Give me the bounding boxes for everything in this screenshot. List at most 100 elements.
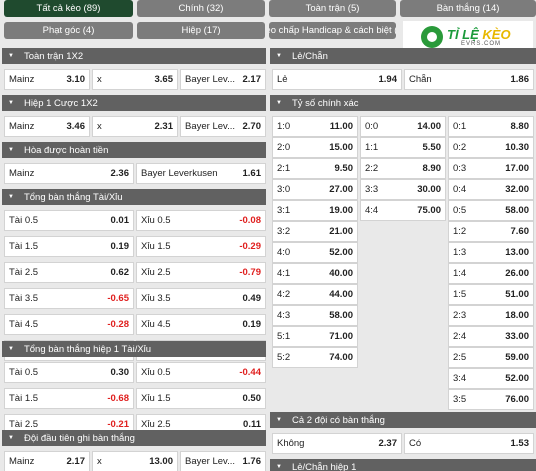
section-header[interactable]: ▼ Hiệp 1 Cược 1X2 (2, 95, 266, 111)
correct-score-cell[interactable]: 0:1 8.80 (448, 116, 534, 137)
odds-value: 0.19 (242, 319, 262, 330)
correct-score-cell[interactable]: 3:0 27.00 (272, 179, 358, 200)
section-header[interactable]: ▼ Tổng bàn thắng hiệp 1 Tài/Xỉu (2, 341, 266, 357)
correct-score-cell[interactable]: 1:4 26.00 (448, 263, 534, 284)
odds-odd[interactable]: Lẻ 1.94 (272, 69, 402, 90)
odds-cell[interactable]: Tài 2.5 0.62 (4, 262, 134, 283)
correct-score-cell[interactable]: 2:3 18.00 (448, 305, 534, 326)
correct-score-cell[interactable]: 3:1 19.00 (272, 200, 358, 221)
section-header[interactable]: ▼ Toàn trận 1X2 (2, 48, 266, 64)
correct-score-cell[interactable]: 2:4 33.00 (448, 326, 534, 347)
section-header[interactable]: ▼ Tổng bàn thắng Tài/Xỉu (2, 189, 266, 205)
odds-value: 51.00 (505, 289, 529, 300)
odds-value: -0.29 (239, 241, 261, 252)
odds-yes[interactable]: Có 1.53 (404, 433, 534, 454)
odds-value: 27.00 (329, 184, 353, 195)
odds-cell[interactable]: Tài 3.5 -0.65 (4, 288, 134, 309)
odds-cell[interactable]: Xỉu 2.5 0.11 (136, 414, 266, 435)
correct-score-cell[interactable]: 3:4 52.00 (448, 368, 534, 389)
odds-home[interactable]: Mainz 3.10 (4, 69, 90, 90)
correct-score-cell[interactable]: 1:5 51.00 (448, 284, 534, 305)
odds-even[interactable]: Chẵn 1.86 (404, 69, 534, 90)
odds-home[interactable]: Mainz 2.36 (4, 163, 134, 184)
odds-value: 40.00 (329, 268, 353, 279)
correct-score-cell[interactable]: 4:4 75.00 (360, 200, 446, 221)
correct-score-cell[interactable]: 4:3 58.00 (272, 305, 358, 326)
collapse-icon: ▼ (8, 100, 14, 106)
tab-handicap[interactable]: Kèo chấp Handicap & cách biệt (5) (269, 22, 396, 39)
odds-value: 58.00 (329, 310, 353, 321)
odds-label: 4:1 (277, 268, 291, 279)
correct-score-cell[interactable]: 1:2 7.60 (448, 221, 534, 242)
odds-cell[interactable]: Tài 0.5 0.01 (4, 210, 134, 231)
section-half-1x2: ▼ Hiệp 1 Cược 1X2 Mainz 3.46 x 2.31 Bayer L… (2, 95, 266, 137)
odds-cell[interactable]: Tài 1.5 -0.68 (4, 388, 134, 409)
odds-cell[interactable]: Tài 2.5 -0.21 (4, 414, 134, 435)
correct-score-cell[interactable]: 0:4 32.00 (448, 179, 534, 200)
odds-away[interactable]: Bayer Lev... 2.17 (180, 69, 266, 90)
odds-draw[interactable]: x 2.31 (92, 116, 178, 137)
section-header[interactable]: ▼ Hòa được hoàn tiền (2, 142, 266, 158)
correct-score-cell[interactable]: 1:1 5.50 (360, 137, 446, 158)
odds-home[interactable]: Mainz 3.46 (4, 116, 90, 137)
odds-cell[interactable]: Xỉu 1.5 0.50 (136, 388, 266, 409)
tab-goals[interactable]: Bàn thắng (14) (400, 0, 536, 17)
odds-label: Tài 2.5 (9, 419, 39, 430)
odds-cell[interactable]: Xỉu 0.5 -0.44 (136, 362, 266, 383)
section-half-odd-even: ▼ Lẻ/Chẵn hiệp 1 (270, 459, 536, 471)
correct-score-cell[interactable]: 0:0 14.00 (360, 116, 446, 137)
correct-score-cell[interactable]: 2:5 59.00 (448, 347, 534, 368)
odds-away[interactable]: Bayer Lev... 2.70 (180, 116, 266, 137)
odds-cell[interactable]: Tài 1.5 0.19 (4, 236, 134, 257)
collapse-icon: ▼ (8, 435, 14, 441)
section-header[interactable]: ▼ Lẻ/Chẵn (270, 48, 536, 64)
correct-score-cell[interactable]: 0:5 58.00 (448, 200, 534, 221)
odds-cell[interactable]: Tài 0.5 0.30 (4, 362, 134, 383)
section-header[interactable]: ▼ Tỷ số chính xác (270, 95, 536, 111)
tab-main[interactable]: Chính (32) (137, 0, 265, 17)
collapse-icon: ▼ (276, 53, 282, 59)
odds-value: 18.00 (505, 310, 529, 321)
odds-value: 33.00 (505, 331, 529, 342)
odds-away[interactable]: Bayer Lev... 1.76 (180, 451, 266, 471)
odds-home[interactable]: Mainz 2.17 (4, 451, 90, 471)
tab-all-odds[interactable]: Tất cả kèo (89) (4, 0, 133, 17)
odds-cell[interactable]: Xỉu 1.5 -0.29 (136, 236, 266, 257)
odds-value: -0.08 (239, 215, 261, 226)
odds-value: 32.00 (505, 184, 529, 195)
site-logo[interactable]: TỈ LỆ KÈO EVRS.COM (403, 21, 533, 53)
odds-draw[interactable]: x 13.00 (92, 451, 178, 471)
correct-score-cell[interactable]: 5:1 71.00 (272, 326, 358, 347)
odds-no[interactable]: Không 2.37 (272, 433, 402, 454)
correct-score-cell[interactable]: 4:0 52.00 (272, 242, 358, 263)
odds-cell[interactable]: Xỉu 0.5 -0.08 (136, 210, 266, 231)
odds-cell[interactable]: Xỉu 4.5 0.19 (136, 314, 266, 335)
correct-score-cell[interactable]: 1:3 13.00 (448, 242, 534, 263)
correct-score-cell[interactable]: 4:2 44.00 (272, 284, 358, 305)
section-header[interactable]: ▼ Lẻ/Chẵn hiệp 1 (270, 459, 536, 471)
correct-score-cell[interactable]: 4:1 40.00 (272, 263, 358, 284)
odds-value: 5.50 (422, 142, 442, 153)
correct-score-cell[interactable]: 0:2 10.30 (448, 137, 534, 158)
correct-score-cell[interactable]: 2:0 15.00 (272, 137, 358, 158)
correct-score-cell[interactable]: 3:3 30.00 (360, 179, 446, 200)
odds-draw[interactable]: x 3.65 (92, 69, 178, 90)
correct-score-cell[interactable]: 1:0 11.00 (272, 116, 358, 137)
odds-cell[interactable]: Xỉu 2.5 -0.79 (136, 262, 266, 283)
correct-score-cell[interactable]: 3:2 21.00 (272, 221, 358, 242)
section-header[interactable]: ▼ Cả 2 đội có bàn thắng (270, 412, 536, 428)
correct-score-cell[interactable]: 2:1 9.50 (272, 158, 358, 179)
odds-away[interactable]: Bayer Leverkusen 1.61 (136, 163, 266, 184)
correct-score-cell[interactable]: 0:3 17.00 (448, 158, 534, 179)
odds-cell[interactable]: Tài 4.5 -0.28 (4, 314, 134, 335)
tab-half[interactable]: Hiệp (17) (137, 22, 265, 39)
correct-score-cell[interactable]: 2:2 8.90 (360, 158, 446, 179)
tab-full-match[interactable]: Toàn trận (5) (269, 0, 396, 17)
correct-score-cell[interactable]: 5:2 74.00 (272, 347, 358, 368)
odds-value: 7.60 (510, 226, 530, 237)
correct-score-cell[interactable]: 3:5 76.00 (448, 389, 534, 410)
odds-cell[interactable]: Xỉu 3.5 0.49 (136, 288, 266, 309)
section-header[interactable]: ▼ Đội đầu tiên ghi bàn thắng (2, 430, 266, 446)
section-total-goals: ▼ Tổng bàn thắng Tài/Xỉu Tài 0.5 0.01 Xỉu 0… (2, 189, 266, 361)
tab-corners[interactable]: Phạt góc (4) (4, 22, 133, 39)
